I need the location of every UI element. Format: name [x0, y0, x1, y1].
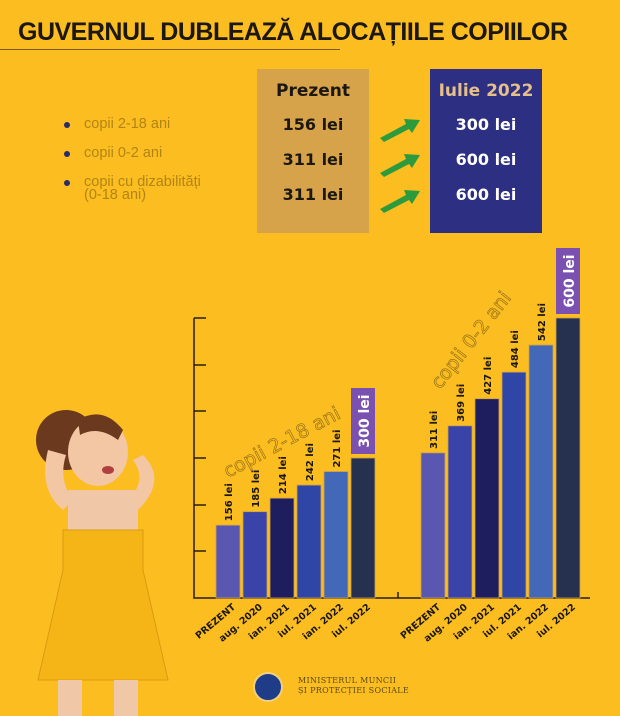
bar	[528, 344, 554, 599]
data-label: 156 lei	[224, 483, 235, 521]
category-label: copii cu dizabilități	[84, 174, 201, 190]
arrow-up-right-icon	[380, 119, 420, 142]
category-list: copii 2-18 ani copii 0-2 ani copii cu di…	[64, 117, 201, 218]
data-label: 214 lei	[278, 456, 289, 494]
present-header: Prezent	[275, 81, 351, 101]
arrow-up-right-icon	[380, 154, 420, 177]
highlight-label-box	[556, 248, 580, 314]
bar	[350, 457, 376, 599]
category-item: copii 0-2 ani	[64, 146, 201, 160]
data-label: 542 lei	[537, 303, 548, 341]
bar	[323, 471, 349, 599]
data-label: 369 lei	[456, 384, 467, 422]
future-header: Iulie 2022	[438, 81, 534, 101]
bar	[296, 484, 322, 599]
future-value: 300 lei	[455, 115, 517, 134]
ministry-name: MINISTERUL MUNCII ȘI PROTECȚIEI SOCIALE	[298, 676, 410, 695]
data-label: 600 lei	[562, 254, 578, 307]
future-value: 600 lei	[455, 150, 517, 169]
category-sublabel: (0-18 ani)	[84, 187, 147, 203]
category-item: copii cu dizabilități (0-18 ani)	[64, 174, 201, 203]
future-value: 600 lei	[455, 185, 517, 204]
present-column: Prezent 156 lei 311 lei 311 lei	[257, 69, 369, 233]
present-value: 156 lei	[282, 115, 344, 134]
data-label: 185 lei	[251, 470, 262, 508]
bar	[501, 371, 527, 599]
child-photo	[36, 410, 169, 716]
government-logo	[253, 672, 283, 702]
highlight-label-box	[351, 388, 375, 454]
bar	[242, 511, 268, 599]
data-label: 242 lei	[305, 443, 316, 481]
arrow-up-right-icon	[380, 190, 420, 213]
future-column: Iulie 2022 300 lei 600 lei 600 lei	[430, 69, 542, 233]
data-label: 427 lei	[483, 357, 494, 395]
bar	[269, 497, 295, 599]
bar	[215, 524, 241, 599]
data-label: 300 lei	[357, 394, 373, 447]
category-item: copii 2-18 ani	[64, 117, 201, 131]
title-underline	[0, 49, 340, 50]
bar	[555, 317, 581, 599]
present-value: 311 lei	[282, 185, 344, 204]
bar	[474, 398, 500, 599]
data-label: 311 lei	[429, 411, 440, 449]
page-title: GUVERNUL DUBLEAZĂ ALOCAȚIILE COPIILOR	[18, 18, 568, 46]
data-label: 484 lei	[510, 330, 521, 368]
present-value: 311 lei	[282, 150, 344, 169]
bar	[447, 425, 473, 599]
bar	[420, 452, 446, 599]
data-label: 271 lei	[332, 430, 343, 468]
